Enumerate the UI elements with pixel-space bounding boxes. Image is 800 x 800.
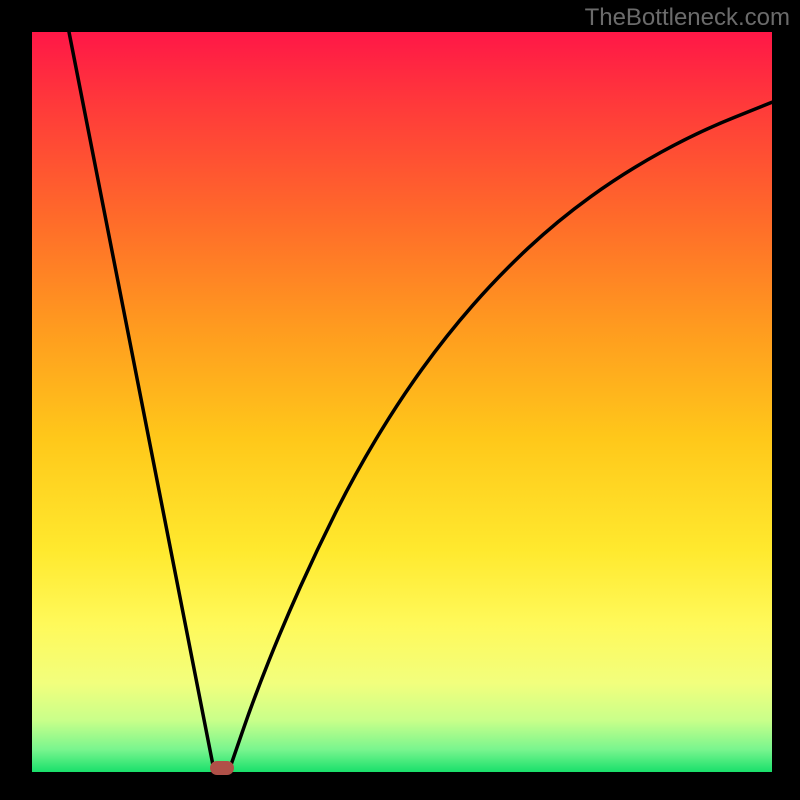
chart-outer-frame: TheBottleneck.com — [0, 0, 800, 800]
watermark-text: TheBottleneck.com — [585, 4, 790, 32]
minimum-marker — [210, 761, 234, 775]
bottleneck-curve — [32, 32, 772, 772]
plot-area — [32, 32, 772, 772]
